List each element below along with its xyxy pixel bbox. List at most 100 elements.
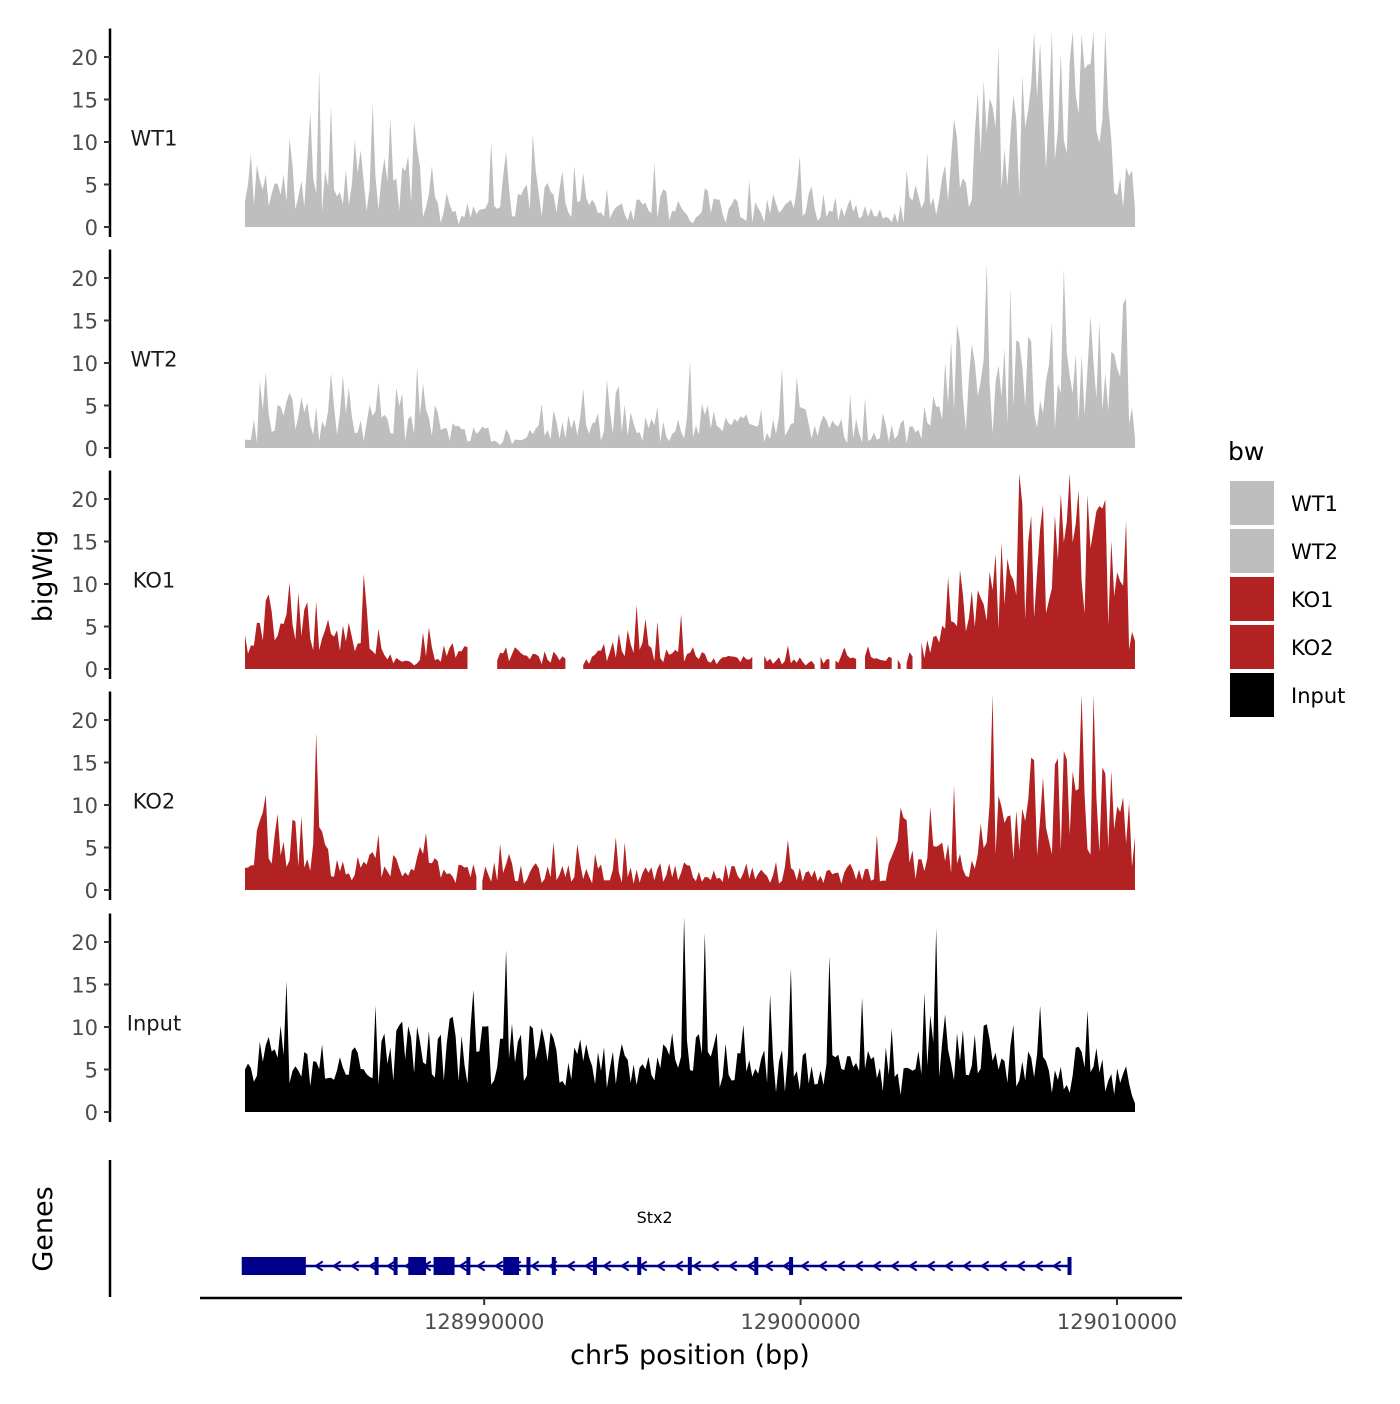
strand-arrow bbox=[727, 1260, 738, 1272]
y-tick-label: 0 bbox=[85, 1101, 98, 1125]
strand-arrow bbox=[673, 1260, 684, 1272]
strand-arrow bbox=[619, 1260, 630, 1272]
y-tick-label: 5 bbox=[85, 616, 98, 640]
y-tick-label: 20 bbox=[71, 267, 98, 291]
track-input: 0 5 10 15 20 Input bbox=[71, 913, 1135, 1125]
exon-mark bbox=[466, 1257, 471, 1275]
y-tick-label: 0 bbox=[85, 216, 98, 240]
y-tick-label: 0 bbox=[85, 658, 98, 682]
strand-arrow bbox=[493, 1260, 504, 1272]
track-wt1: 0 5 10 15 20 WT1 bbox=[71, 28, 1135, 240]
exon bbox=[503, 1257, 519, 1275]
genes-track: Stx2 bbox=[108, 1160, 1072, 1297]
track-ko1: 0 5 10 15 20 KO1 bbox=[71, 470, 1135, 682]
strand-arrow bbox=[871, 1260, 882, 1272]
signal-area bbox=[245, 916, 1135, 1112]
legend-swatch-ko1 bbox=[1230, 577, 1274, 621]
track-label: Input bbox=[127, 1012, 181, 1036]
exon-mark bbox=[393, 1257, 398, 1275]
y-tick-label: 0 bbox=[85, 879, 98, 903]
exon-mark bbox=[374, 1257, 379, 1275]
exon-mark bbox=[551, 1257, 556, 1275]
y-tick-label: 15 bbox=[71, 752, 98, 776]
exon-mark bbox=[789, 1257, 794, 1275]
y-tick-label: 15 bbox=[71, 89, 98, 113]
x-tick-label: 129010000 bbox=[1057, 1310, 1177, 1334]
strand-arrow bbox=[601, 1260, 612, 1272]
strand-arrow bbox=[889, 1260, 900, 1272]
strand-arrow bbox=[979, 1260, 990, 1272]
y-tick-label: 20 bbox=[71, 46, 98, 70]
genes-track-title: Genes bbox=[28, 1186, 59, 1271]
track-label: WT1 bbox=[131, 127, 178, 151]
y-tick-label: 5 bbox=[85, 174, 98, 198]
strand-arrow bbox=[1051, 1260, 1062, 1272]
exon bbox=[433, 1257, 453, 1275]
legend-title: bw bbox=[1228, 437, 1264, 466]
strand-arrow bbox=[457, 1260, 468, 1272]
strand-arrow bbox=[349, 1260, 360, 1272]
strand-arrow bbox=[763, 1260, 774, 1272]
exon-mark bbox=[526, 1257, 531, 1275]
track-wt2: 0 5 10 15 20 WT2 bbox=[71, 249, 1135, 461]
exon-mark bbox=[754, 1257, 759, 1275]
strand-arrow bbox=[385, 1260, 396, 1272]
legend-label: KO2 bbox=[1291, 636, 1334, 660]
strand-arrow bbox=[331, 1260, 342, 1272]
strand-arrow bbox=[475, 1260, 486, 1272]
strand-arrow bbox=[943, 1260, 954, 1272]
legend-swatch-wt1 bbox=[1230, 481, 1274, 525]
strand-arrow bbox=[997, 1260, 1008, 1272]
track-label: KO2 bbox=[133, 790, 176, 814]
y-tick-label: 10 bbox=[71, 794, 98, 818]
signal-area bbox=[245, 263, 1135, 448]
legend-label: KO1 bbox=[1291, 588, 1334, 612]
y-tick-label: 5 bbox=[85, 837, 98, 861]
y-axis-title: bigWig bbox=[28, 530, 59, 623]
track-label: KO1 bbox=[133, 569, 176, 593]
legend-swatch-wt2 bbox=[1230, 529, 1274, 573]
y-tick-label: 10 bbox=[71, 573, 98, 597]
strand-arrow bbox=[691, 1260, 702, 1272]
legend-swatch-input bbox=[1230, 673, 1274, 717]
x-tick-label: 128990000 bbox=[424, 1310, 544, 1334]
strand-arrow bbox=[745, 1260, 756, 1272]
legend: bw WT1 WT2 KO1 KO2 Input bbox=[1228, 437, 1345, 717]
y-tick-label: 0 bbox=[85, 437, 98, 461]
signal-area bbox=[245, 473, 1135, 669]
strand-arrow bbox=[925, 1260, 936, 1272]
legend-label: WT2 bbox=[1291, 540, 1338, 564]
strand-arrow bbox=[781, 1260, 792, 1272]
strand-arrow bbox=[565, 1260, 576, 1272]
exon-mark bbox=[1067, 1257, 1072, 1275]
strand-arrow bbox=[313, 1260, 324, 1272]
strand-arrow bbox=[1015, 1260, 1026, 1272]
track-label: WT2 bbox=[131, 348, 178, 372]
strand-arrow bbox=[799, 1260, 810, 1272]
strand-arrow bbox=[961, 1260, 972, 1272]
strand-arrow bbox=[583, 1260, 594, 1272]
strand-arrow bbox=[529, 1260, 540, 1272]
y-tick-label: 15 bbox=[71, 531, 98, 555]
strand-arrow bbox=[853, 1260, 864, 1272]
signal-area bbox=[245, 694, 1135, 890]
strand-arrow bbox=[367, 1260, 378, 1272]
legend-label: Input bbox=[1291, 684, 1345, 708]
y-tick-label: 10 bbox=[71, 131, 98, 155]
exon-mark bbox=[637, 1257, 642, 1275]
strand-arrow bbox=[709, 1260, 720, 1272]
y-tick-label: 5 bbox=[85, 395, 98, 419]
tracks-layer: 0 5 10 15 20 WT1 0 5 10 15 20 WT2 0 5 10 15 20 KO1 0 5 10 15 2… bbox=[71, 28, 1135, 1125]
strand-arrow bbox=[835, 1260, 846, 1272]
strand-arrow bbox=[817, 1260, 828, 1272]
strand-arrow bbox=[1033, 1260, 1044, 1272]
y-tick-label: 10 bbox=[71, 1016, 98, 1040]
exon bbox=[243, 1257, 304, 1275]
y-tick-label: 15 bbox=[71, 310, 98, 334]
exon bbox=[408, 1257, 425, 1275]
exon-mark bbox=[592, 1257, 597, 1275]
gene-name-label: Stx2 bbox=[637, 1208, 673, 1227]
x-axis-title: chr5 position (bp) bbox=[570, 1340, 810, 1371]
